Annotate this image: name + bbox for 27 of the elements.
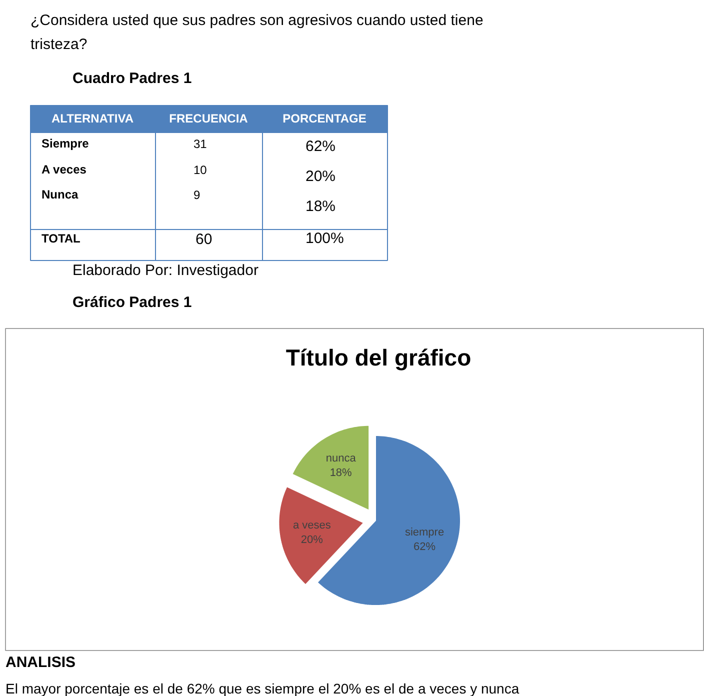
text: 31 (194, 137, 208, 151)
text: 9 (194, 188, 200, 202)
text: 10 (194, 163, 208, 177)
text: PORCENTAGE (282, 112, 366, 126)
text: ¿Considera usted que sus padres son agresivos cuando usted tiene tristeza? (30, 12, 484, 53)
text: A veces (42, 162, 87, 176)
text: 62% (306, 138, 336, 155)
text: Siempre (42, 136, 90, 150)
text: Gráfico Padres 1 (72, 294, 192, 311)
data-label: 18% (330, 467, 352, 480)
text: TOTAL (42, 232, 80, 246)
data-label: 62% (413, 541, 436, 554)
text: 60 (196, 231, 212, 248)
chart-title: Título del gráfico (286, 344, 472, 370)
text: ANALISIS (6, 654, 76, 671)
text: 100% (306, 230, 344, 247)
slice-label: a veses (292, 519, 332, 532)
text: 18% (306, 198, 336, 215)
text: ALTERNATIVA (52, 112, 134, 126)
slice-label: nunca (326, 452, 357, 465)
slice-label: siempre (404, 526, 444, 539)
text: FRECUENCIA (169, 112, 248, 126)
text: Cuadro Padres 1 (72, 70, 192, 87)
data-label: 20% (300, 534, 324, 546)
text: Elaborado Por: Investigador (72, 262, 258, 279)
text: Nunca (42, 188, 78, 202)
text: 20% (306, 168, 336, 185)
